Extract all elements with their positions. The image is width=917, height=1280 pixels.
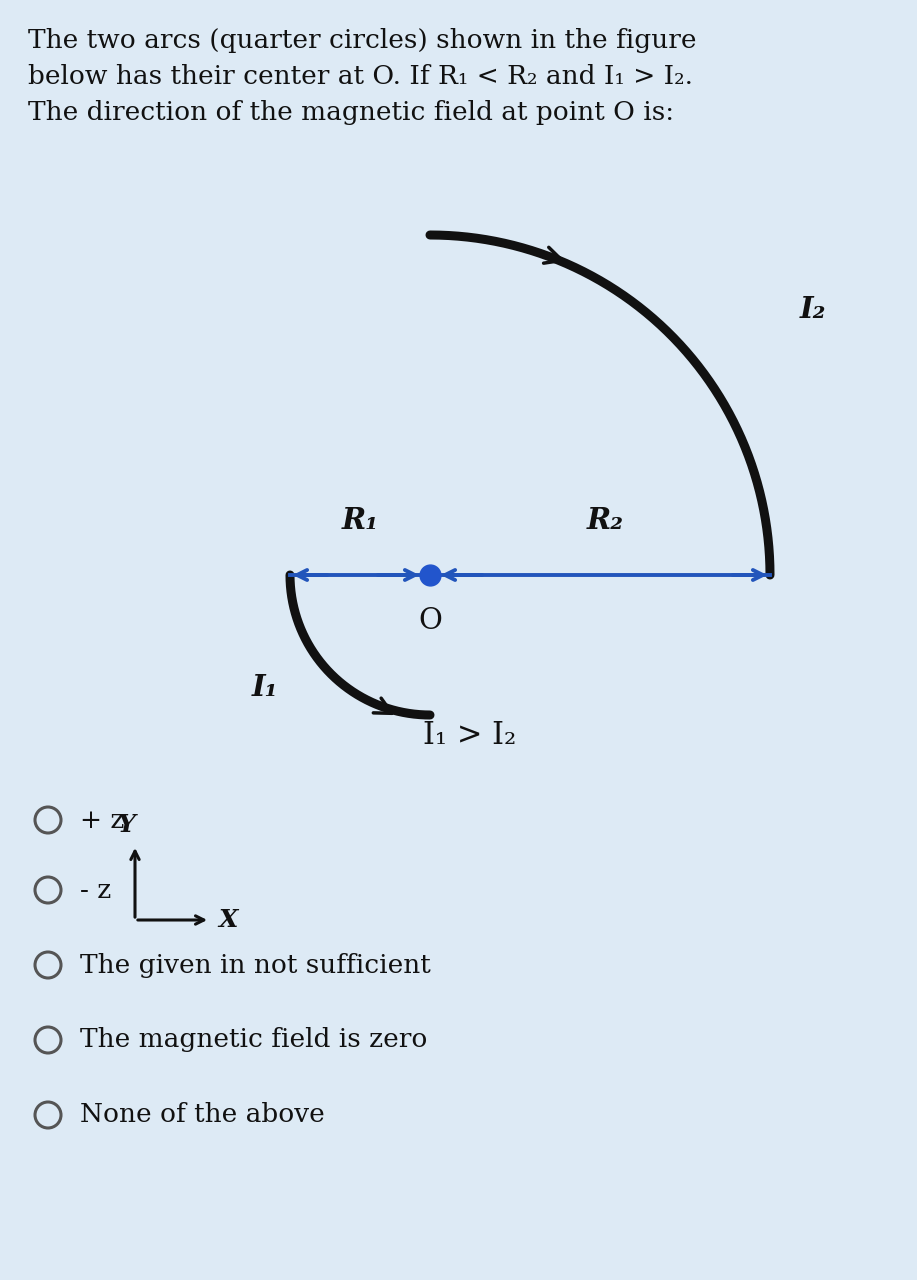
Text: None of the above: None of the above	[80, 1102, 325, 1128]
Text: I₁ > I₂: I₁ > I₂	[424, 719, 516, 750]
Text: The given in not sufficient: The given in not sufficient	[80, 952, 431, 978]
Text: Y: Y	[118, 813, 136, 837]
Text: I₂: I₂	[800, 296, 826, 325]
Text: R₂: R₂	[587, 506, 624, 535]
Text: O: O	[418, 607, 442, 635]
Text: R₁: R₁	[341, 506, 379, 535]
Text: The two arcs (quarter circles) shown in the figure
below has their center at O. : The two arcs (quarter circles) shown in …	[28, 28, 697, 125]
Text: X: X	[218, 908, 238, 932]
Text: I₁: I₁	[252, 673, 278, 703]
Text: - z: - z	[80, 878, 111, 902]
Text: + z: + z	[80, 808, 125, 832]
Text: The magnetic field is zero: The magnetic field is zero	[80, 1028, 427, 1052]
